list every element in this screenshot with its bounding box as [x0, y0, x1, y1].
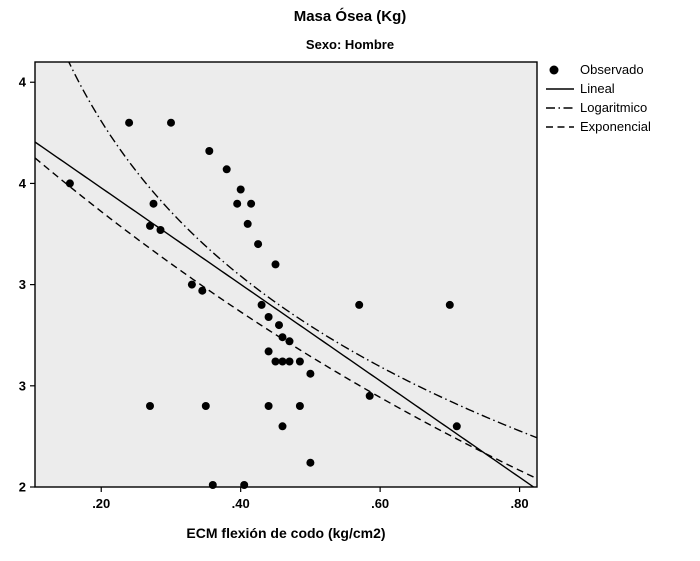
solid-line-icon	[546, 87, 574, 90]
scatter-point	[445, 300, 454, 309]
legend-label: Logaritmico	[580, 100, 648, 115]
scatter-point	[271, 357, 280, 366]
scatter-point	[65, 179, 74, 188]
legend-item-logaritmico: Logaritmico	[546, 98, 696, 117]
scatter-point	[278, 357, 287, 366]
scatter-point	[222, 165, 231, 174]
scatter-point	[264, 402, 273, 410]
scatter-point	[264, 347, 273, 356]
scatter-point	[236, 185, 245, 194]
scatter-point	[295, 357, 304, 366]
scatter-point	[146, 402, 154, 410]
y-tick-label: 2	[19, 480, 26, 495]
scatter-point	[167, 118, 175, 127]
y-tick-label: 3	[19, 378, 26, 393]
legend-item-lineal: Lineal	[546, 79, 696, 98]
scatter-point	[257, 300, 266, 309]
plot-background	[35, 62, 537, 487]
y-tick-label: 4	[19, 75, 27, 90]
legend-label: Observado	[580, 62, 644, 77]
y-tick-label: 3	[19, 277, 26, 292]
dot-icon	[549, 65, 559, 74]
fit-line-lineal	[35, 141, 535, 487]
x-tick-label: .20	[92, 496, 110, 511]
legend-label: Exponencial	[580, 119, 651, 134]
dashdot-line-icon	[546, 106, 574, 109]
dashed-line-icon	[546, 125, 574, 128]
legend-item-observado: Observado	[546, 60, 696, 79]
legend: Observado Lineal Logaritmico Exponencial	[546, 60, 696, 136]
scatter-point	[285, 337, 294, 346]
fit-line-logaritmico	[68, 62, 537, 439]
scatter-point	[306, 369, 315, 378]
scatter-plot: .20 .40 .60 .80 2 3 3 4 4	[19, 61, 538, 511]
y-tick-label: 4	[19, 176, 27, 191]
scatter-point	[125, 118, 134, 127]
scatter-point	[452, 422, 461, 431]
scatter-point	[278, 422, 287, 431]
legend-item-exponencial: Exponencial	[546, 117, 696, 136]
x-tick-label: .40	[232, 496, 250, 511]
scatter-point	[201, 402, 210, 410]
scatter-point	[247, 199, 256, 208]
chart-title: Masa Ósea (Kg)	[293, 8, 407, 25]
x-tick-label: .60	[371, 496, 389, 511]
plot-frame	[34, 61, 538, 488]
scatter-point	[233, 199, 242, 208]
scatter-point	[271, 260, 280, 269]
scatter-point	[285, 357, 294, 366]
scatter-point	[198, 286, 207, 295]
scatter-point	[149, 199, 158, 208]
scatter-point	[240, 481, 249, 489]
scatter-point	[156, 226, 165, 234]
scatter-point	[295, 402, 304, 410]
scatter-point	[243, 219, 252, 228]
chart-subtitle: Sexo: Hombre	[305, 37, 395, 52]
legend-label: Lineal	[580, 81, 615, 96]
scatter-point	[208, 481, 217, 489]
x-tick-label: .80	[511, 496, 529, 511]
scatter-point	[355, 300, 364, 309]
scatter-point	[306, 458, 315, 467]
scatter-point	[264, 313, 273, 321]
scatter-point	[187, 280, 196, 289]
scatter-point	[278, 333, 287, 342]
scatter-point	[205, 147, 214, 155]
scatter-point	[254, 240, 263, 249]
scatter-point	[275, 321, 283, 330]
scatter-point	[365, 391, 374, 400]
scatter-point	[146, 221, 154, 230]
x-axis-label: ECM flexión de codo (kg/cm2)	[186, 525, 386, 541]
